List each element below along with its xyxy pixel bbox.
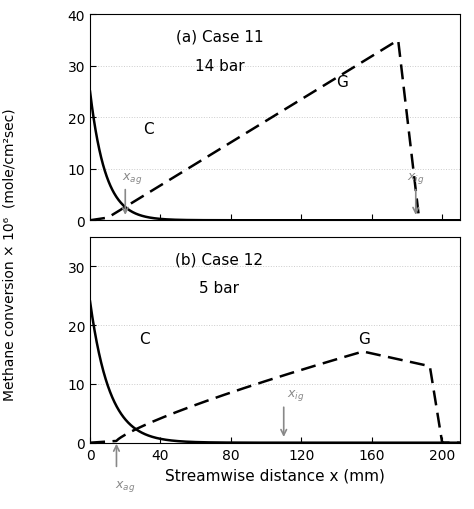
Text: G: G (337, 75, 348, 90)
Text: C: C (143, 122, 154, 136)
X-axis label: Streamwise distance x (mm): Streamwise distance x (mm) (165, 467, 385, 482)
Text: 14 bar: 14 bar (195, 59, 244, 73)
Text: Methane conversion × 10⁶  (mole/cm²sec): Methane conversion × 10⁶ (mole/cm²sec) (2, 108, 17, 401)
Text: (a) Case 11: (a) Case 11 (176, 30, 263, 45)
Text: $x_{ag}$: $x_{ag}$ (122, 171, 142, 186)
Text: 5 bar: 5 bar (200, 280, 239, 295)
Text: $x_{ag}$: $x_{ag}$ (115, 478, 135, 493)
Text: $x_{ig}$: $x_{ig}$ (287, 387, 305, 402)
Text: $x_{ig}$: $x_{ig}$ (407, 171, 424, 186)
Text: C: C (139, 331, 150, 346)
Text: G: G (358, 331, 370, 346)
Text: (b) Case 12: (b) Case 12 (175, 251, 264, 267)
